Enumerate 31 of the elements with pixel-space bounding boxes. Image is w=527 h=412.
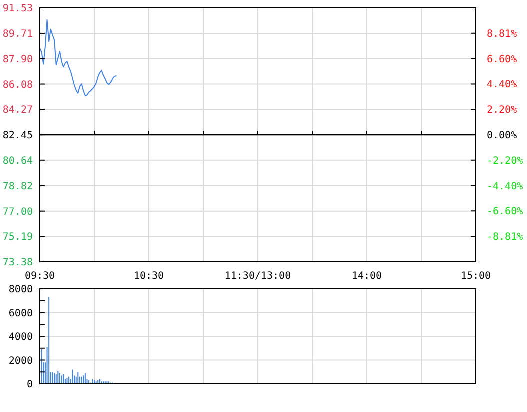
x-tick-label: 15:00 (460, 271, 492, 282)
x-tick-label: 11:30/13:00 (224, 271, 292, 282)
y-tick-label: 80.64 (2, 156, 33, 167)
y2-tick-label: 8.81% (487, 28, 518, 40)
y-tick-label: 87.90 (2, 54, 33, 66)
y2-tick-label: 2.20% (487, 105, 518, 116)
x-tick-label: 10:30 (134, 271, 164, 282)
line-series (40, 20, 117, 96)
y-tick-label: 2000 (8, 356, 33, 367)
y-tick-label: 73.38 (2, 258, 33, 268)
y-tick-label: 77.00 (2, 206, 33, 218)
x-tick-label: 14:00 (352, 271, 382, 282)
y2-tick-label: -2.20% (487, 156, 524, 167)
y2-tick-label: 0.00% (487, 130, 518, 142)
y-tick-label: 78.82 (2, 181, 33, 192)
y-tick-label: 86.08 (2, 80, 33, 91)
y2-tick-label: 4.40% (487, 80, 518, 91)
x-tick-label: 09:30 (24, 271, 56, 282)
y2-tick-label: -4.40% (487, 181, 524, 192)
y2-tick-label: -8.81% (487, 232, 524, 244)
y-tick-label: 4000 (8, 332, 33, 343)
y2-tick-label: -6.60% (487, 206, 524, 218)
y2-tick-label: 6.60% (487, 54, 518, 66)
y-tick-label: 75.19 (2, 232, 33, 244)
y-tick-label: 91.53 (2, 4, 33, 14)
y-tick-label: 89.71 (2, 28, 33, 40)
y-tick-label: 0 (26, 380, 33, 390)
y-tick-label: 82.45 (2, 130, 33, 142)
y-tick-label: 84.27 (2, 105, 33, 116)
y-tick-label: 8000 (8, 284, 33, 296)
y-tick-label: 6000 (8, 308, 33, 320)
